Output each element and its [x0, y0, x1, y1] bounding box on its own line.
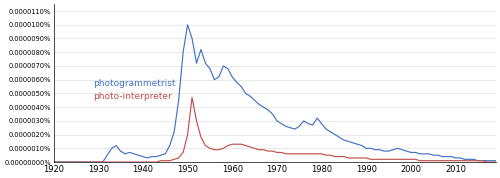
Legend: photogrammetrist, photo-interpreter: photogrammetrist, photo-interpreter: [89, 75, 179, 105]
photo-interpreter: [154, 161, 160, 163]
photo-interpreter: [318, 153, 324, 155]
photo-interpreter: [462, 160, 468, 162]
photo-interpreter: [50, 161, 56, 163]
photogrammetrist: [50, 161, 56, 163]
photogrammetrist: [493, 160, 499, 162]
photo-interpreter: [283, 153, 289, 155]
Line: photo-interpreter: photo-interpreter: [54, 98, 496, 162]
photo-interpreter: [475, 160, 481, 162]
Line: photogrammetrist: photogrammetrist: [54, 25, 496, 162]
photo-interpreter: [493, 161, 499, 163]
photogrammetrist: [318, 122, 324, 125]
photogrammetrist: [462, 158, 468, 160]
photogrammetrist: [154, 156, 160, 158]
photo-interpreter: [136, 161, 141, 163]
photo-interpreter: [189, 96, 195, 99]
photogrammetrist: [136, 154, 141, 156]
photogrammetrist: [184, 24, 190, 26]
photogrammetrist: [283, 125, 289, 127]
photogrammetrist: [475, 160, 481, 162]
